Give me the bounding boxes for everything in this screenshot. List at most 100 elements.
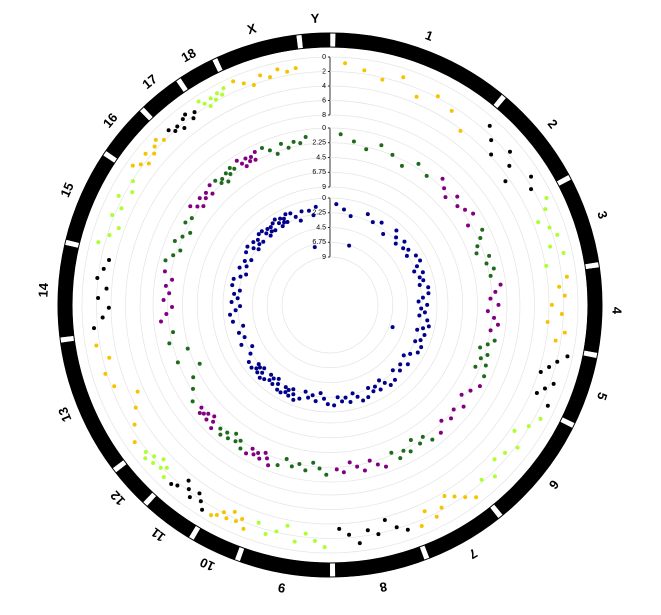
point (221, 86, 226, 91)
point (110, 213, 115, 218)
point (455, 194, 460, 199)
point (380, 77, 385, 82)
point (420, 295, 425, 300)
point (303, 468, 308, 473)
point (366, 385, 371, 390)
chromosome-label: 8 (378, 579, 388, 595)
point (311, 460, 316, 465)
point (178, 248, 183, 253)
point (478, 236, 483, 241)
point (357, 541, 362, 546)
point (459, 392, 464, 397)
point (116, 226, 121, 231)
point (419, 306, 424, 311)
point (231, 79, 236, 84)
point (529, 174, 534, 179)
point (485, 353, 490, 358)
point (225, 430, 230, 435)
point (207, 183, 212, 188)
point (257, 456, 262, 461)
point (241, 323, 246, 328)
tick-label: 2.25 (312, 210, 326, 217)
point (175, 124, 180, 129)
point (479, 477, 484, 482)
point (397, 368, 402, 373)
chromosome-label: 9 (277, 580, 287, 596)
point (275, 151, 280, 156)
point (417, 283, 422, 288)
point (175, 360, 180, 365)
point (418, 338, 423, 343)
point (559, 311, 564, 316)
point (562, 330, 567, 335)
chromosome-label: Y (310, 11, 320, 26)
point (487, 123, 492, 128)
point (492, 457, 497, 462)
point (488, 273, 493, 278)
point (257, 375, 262, 380)
point (415, 350, 420, 355)
point (418, 441, 423, 446)
point (230, 319, 235, 324)
point (100, 315, 105, 320)
point (485, 309, 490, 314)
point (394, 235, 399, 240)
point (452, 494, 457, 499)
point (249, 258, 254, 263)
point (364, 147, 369, 152)
point (208, 96, 213, 101)
point (477, 384, 482, 389)
chromosome-band (143, 80, 185, 118)
point (199, 405, 204, 410)
point (130, 190, 135, 195)
point (332, 403, 337, 408)
point (242, 259, 247, 264)
chromosome-label: 10 (197, 555, 216, 575)
point (480, 227, 485, 232)
point (197, 410, 202, 415)
point (286, 393, 291, 398)
point (239, 342, 244, 347)
point (197, 491, 202, 496)
tick-label: 9 (322, 254, 326, 261)
point (399, 163, 404, 168)
point (188, 204, 193, 209)
point (162, 269, 167, 274)
point (266, 463, 271, 468)
point (492, 474, 497, 479)
point (275, 387, 280, 392)
point (347, 460, 352, 465)
point (221, 510, 226, 515)
point (229, 300, 234, 305)
point (350, 391, 355, 396)
point (94, 343, 99, 348)
point (382, 518, 387, 523)
point (231, 276, 236, 281)
point (283, 212, 288, 217)
tick-label: 6 (322, 97, 326, 104)
chromosome-label: 7 (466, 546, 480, 563)
point (487, 253, 492, 258)
point (265, 226, 270, 231)
point (170, 277, 175, 282)
point (107, 257, 112, 262)
point (408, 351, 413, 356)
point (153, 137, 158, 142)
point (274, 529, 279, 534)
tick-label: 6.75 (312, 169, 326, 176)
point (538, 416, 543, 421)
point (434, 514, 439, 519)
point (272, 217, 277, 222)
chromosome-label: 5 (594, 390, 611, 402)
point (343, 61, 348, 66)
point (96, 240, 101, 245)
point (248, 351, 253, 356)
point (158, 465, 163, 470)
point (232, 291, 237, 296)
point (180, 117, 185, 122)
point (507, 163, 512, 168)
point (262, 366, 267, 371)
point (489, 152, 494, 157)
point (512, 428, 517, 433)
point (366, 395, 371, 400)
